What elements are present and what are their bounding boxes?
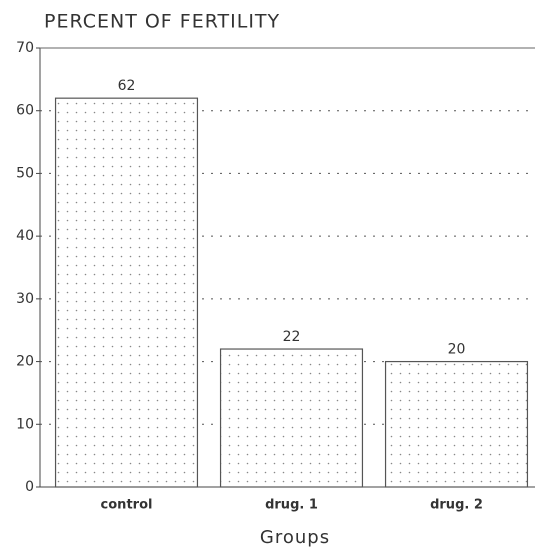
chart-title: PERCENT OF FERTILITY	[44, 11, 280, 33]
bar	[384, 360, 529, 488]
bar	[54, 97, 199, 488]
y-tick-label: 60	[16, 103, 34, 119]
y-tick-label: 20	[16, 354, 34, 370]
y-tick-label: 30	[16, 291, 34, 307]
x-tick-label: drug. 1	[265, 498, 318, 513]
bar	[219, 348, 364, 488]
y-tick-label: 40	[16, 228, 34, 244]
x-tick-label: drug. 2	[430, 498, 483, 513]
x-axis-label: Groups	[260, 527, 330, 548]
data-label: 62	[118, 78, 136, 94]
y-tick-label: 0	[25, 479, 34, 495]
y-tick-label: 70	[16, 40, 34, 56]
data-label: 22	[283, 329, 301, 345]
y-tick-label: 10	[16, 416, 34, 432]
y-tick-label: 50	[16, 165, 34, 181]
x-tick-label: control	[101, 498, 153, 513]
data-label: 20	[448, 342, 466, 358]
